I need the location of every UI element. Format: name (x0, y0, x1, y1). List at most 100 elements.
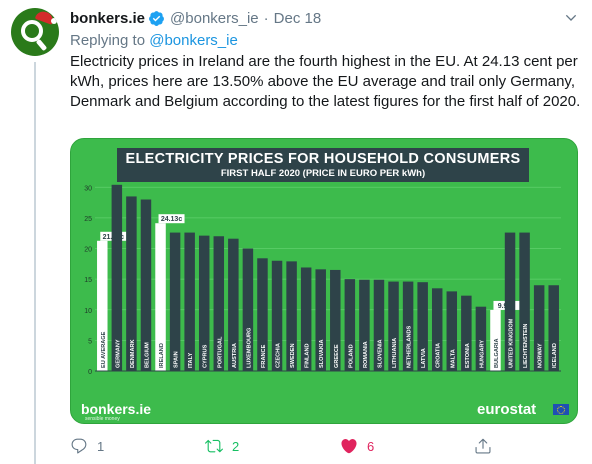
data-label: 24.13c (161, 216, 183, 223)
bar-poland (344, 279, 356, 371)
bar-netherlands (402, 281, 414, 371)
tweet-header: bonkers.ie @bonkers_ie · Dec 18 (70, 8, 321, 28)
tweet-text: Electricity prices in Ireland are the fo… (70, 53, 581, 110)
reply-button[interactable]: 1 (70, 436, 104, 456)
category-label: CROATIA (436, 343, 442, 368)
share-button[interactable] (474, 436, 492, 456)
bar-spain (169, 232, 181, 371)
category-label: GREECE (334, 344, 340, 368)
category-label: SLOVAKIA (319, 340, 325, 369)
chart-title-box: ELECTRICITY PRICES FOR HOUSEHOLD CONSUME… (117, 148, 529, 182)
y-tick-label: 0 (88, 369, 92, 376)
y-tick-label: 5 (88, 338, 92, 345)
y-tick-label: 15 (84, 277, 92, 284)
category-label: ESTONIA (465, 343, 471, 368)
category-label: NORWAY (538, 343, 544, 368)
bar-ireland (155, 223, 166, 371)
bar-liechtenstein (519, 232, 530, 371)
category-label: DENMARK (130, 339, 136, 368)
category-label: LITHUANIA (392, 338, 398, 368)
bar-sweden (286, 261, 297, 371)
category-label: MALTA (450, 349, 456, 368)
category-label: ROMANIA (363, 341, 369, 368)
category-label: POLAND (348, 344, 354, 368)
bar-greece (330, 269, 341, 371)
verified-badge-icon (149, 10, 164, 26)
category-label: SLOVENIA (377, 339, 383, 368)
bar-slovakia (315, 269, 326, 371)
chevron-down-icon[interactable] (563, 10, 579, 26)
category-label: LUXEMBOURG (246, 328, 252, 368)
category-label: IRELAND (159, 343, 165, 368)
bar-eu-average (97, 240, 108, 371)
category-label: CZECHIA (276, 343, 282, 368)
y-tick-label: 30 (84, 185, 92, 192)
bar-iceland (548, 285, 559, 371)
bar-denmark (126, 196, 137, 371)
bar-germany (111, 184, 123, 371)
replying-to: Replying to @bonkers_ie (70, 32, 238, 49)
category-label: CYPRUS (203, 344, 209, 368)
retweet-count: 2 (232, 438, 240, 454)
chart-title: ELECTRICITY PRICES FOR HOUSEHOLD CONSUME… (125, 151, 521, 167)
bar-bulgaria (490, 309, 501, 371)
replying-mention-link[interactable]: @bonkers_ie (149, 32, 238, 49)
santa-hat-pom (51, 18, 57, 24)
bar-belgium (140, 199, 152, 371)
display-name[interactable]: bonkers.ie (70, 9, 146, 27)
category-label: FRANCE (261, 344, 267, 368)
bonkers-tagline: sensible money (85, 416, 120, 422)
retweet-icon (205, 439, 223, 453)
bar-cyprus (198, 235, 210, 371)
bar-hungary (475, 306, 487, 371)
tweet-date[interactable]: Dec 18 (273, 9, 322, 27)
tweet-actions: 1 2 6 (70, 436, 510, 456)
category-label: EU AVERAGE (101, 331, 107, 368)
retweet-button[interactable]: 2 (205, 436, 239, 456)
bar-italy (184, 232, 195, 371)
bar-slovenia (373, 279, 385, 371)
category-label: PORTUGAL (217, 336, 223, 368)
bar-france (257, 258, 268, 371)
replying-prefix: Replying to (70, 32, 146, 49)
bar-latvia (417, 282, 428, 371)
category-label: HUNGARY (479, 340, 485, 368)
bar-lithuania (388, 281, 399, 371)
bar-croatia (431, 288, 443, 371)
category-label: BULGARIA (494, 338, 500, 368)
bar-united-kingdom (504, 232, 516, 371)
bar-austria (228, 238, 239, 371)
avatar[interactable] (11, 8, 59, 56)
bar-norway (533, 285, 545, 371)
like-count: 6 (367, 438, 375, 454)
category-label: BELGIUM (144, 342, 150, 368)
eu-flag-icon (553, 404, 569, 415)
thread-line (34, 62, 36, 464)
magnifier-ring (21, 20, 43, 42)
category-label: ICELAND (552, 343, 558, 368)
category-label: SWEDEN (290, 343, 296, 368)
chart-subtitle: FIRST HALF 2020 (PRICE IN EURO PER kWh) (220, 168, 426, 179)
category-label: SPAIN (174, 351, 180, 368)
bonkers-logo: bonkers.ie (81, 401, 152, 417)
bar-malta (446, 291, 458, 371)
user-handle[interactable]: @bonkers_ie (170, 9, 259, 27)
y-tick-label: 10 (84, 308, 92, 315)
reply-icon (71, 438, 87, 454)
tweet-image-chart[interactable]: ELECTRICITY PRICES FOR HOUSEHOLD CONSUME… (70, 138, 578, 424)
bar-luxembourg (242, 248, 254, 371)
y-tick-label: 20 (84, 247, 92, 254)
category-label: GERMANY (115, 339, 121, 368)
category-label: NETHERLANDS (407, 325, 413, 368)
data-label-box (158, 214, 185, 224)
y-tick-label: 25 (84, 216, 92, 223)
share-icon (475, 438, 491, 454)
separator-dot: · (263, 9, 269, 27)
heart-icon (341, 439, 357, 454)
like-button[interactable]: 6 (340, 436, 374, 456)
category-label: UNITED KINGDOM (509, 318, 515, 368)
category-label: LIECHTENSTEIN (523, 324, 529, 368)
category-label: LATVIA (421, 348, 427, 368)
